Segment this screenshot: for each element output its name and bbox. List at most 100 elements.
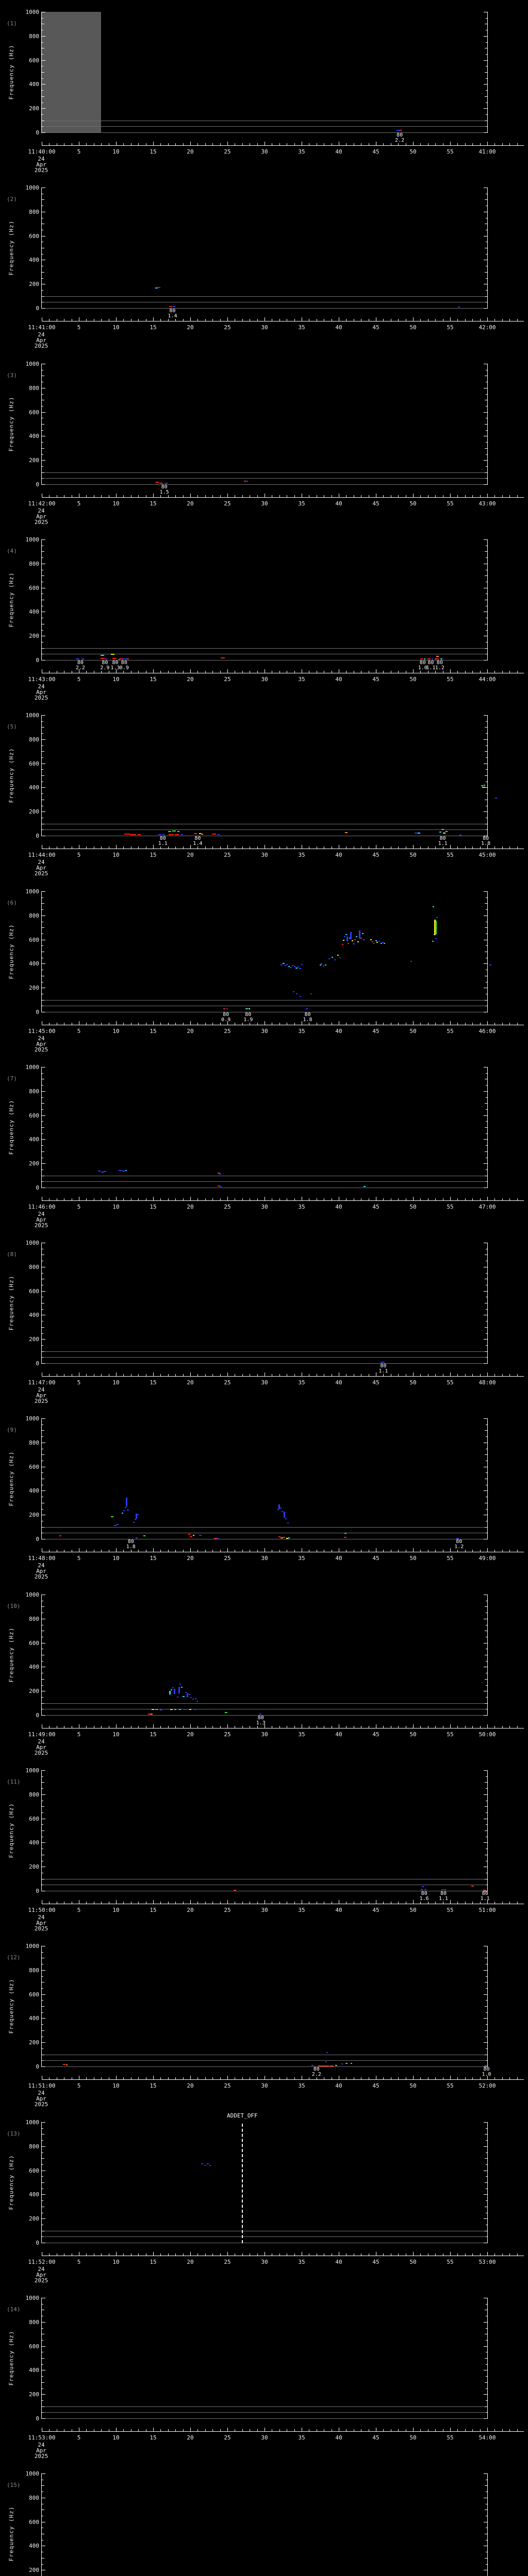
- x-axis-tick-label: 15: [150, 1204, 157, 1210]
- x-axis-tick: [197, 1550, 198, 1552]
- x-axis-tick: [472, 1726, 473, 1728]
- y-axis-tick-label: 400: [29, 608, 39, 615]
- x-axis-tick: [116, 1900, 117, 1904]
- x-axis-tick: [183, 495, 184, 497]
- x-axis-tick: [175, 143, 176, 145]
- detection-annotation-type: 80: [194, 836, 201, 841]
- detection-mark: [117, 1524, 119, 1526]
- x-axis-tick: [123, 1198, 124, 1200]
- detection-mark: [207, 2163, 209, 2165]
- x-axis-tick: [502, 1374, 503, 1376]
- y-axis-left: [41, 1595, 42, 1716]
- y-axis-tick-label: 600: [29, 585, 39, 591]
- x-axis-tick: [435, 1726, 436, 1728]
- detection-mark: [174, 834, 179, 836]
- y-axis-tick-label: 800: [29, 1088, 39, 1095]
- y-axis-title: Frequency (Hz): [8, 44, 15, 100]
- y-axis-tick: [42, 1770, 45, 1771]
- x-axis-tick-label: 40: [335, 500, 342, 507]
- y-axis-tick-label: 1000: [25, 888, 40, 895]
- x-axis-end-time-label: 45:00: [478, 852, 496, 858]
- detection-mark: [151, 1709, 154, 1710]
- x-axis-tick: [450, 1372, 451, 1376]
- x-axis-tick: [294, 2429, 295, 2431]
- x-axis-tick-label: 30: [261, 2082, 268, 2089]
- detection-mark: [218, 1172, 220, 1174]
- x-axis-tick: [212, 495, 213, 497]
- x-axis-tick: [435, 1374, 436, 1376]
- detection-mark: [174, 1709, 176, 1710]
- x-axis-tick-label: 45: [372, 324, 380, 331]
- x-axis-tick: [205, 671, 206, 673]
- x-axis-tick: [257, 1023, 258, 1025]
- y-axis-tick: [486, 769, 487, 770]
- x-axis-tick: [502, 846, 503, 849]
- x-axis-tick: [450, 845, 451, 849]
- x-axis-tick-label: 45: [372, 2082, 380, 2089]
- x-axis-tick: [398, 1198, 399, 1200]
- detection-mark: [65, 2064, 68, 2066]
- x-axis-tick-label: 10: [112, 324, 120, 331]
- x-axis-date-line: 2025: [34, 519, 48, 526]
- x-axis-start-time-label: 11:47:00: [28, 1379, 56, 1386]
- y-axis-tick: [485, 1679, 487, 1680]
- y-axis-tick: [486, 1309, 487, 1310]
- x-axis-tick-label: 55: [447, 324, 454, 331]
- x-axis-tick: [220, 1902, 221, 1904]
- detection-mark: [417, 833, 421, 834]
- x-axis-tick-label: 20: [187, 500, 194, 507]
- x-axis-tick: [183, 2253, 184, 2256]
- x-axis-tick: [183, 1902, 184, 1904]
- x-axis-tick-label: 40: [335, 1028, 342, 1035]
- y-axis-tick-label: 0: [36, 2415, 39, 2422]
- x-axis-tick: [197, 495, 198, 497]
- x-axis-tick: [257, 846, 258, 849]
- x-axis-tick: [227, 669, 228, 673]
- x-axis-tick-label: 55: [447, 1204, 454, 1210]
- detection-annotation: 80 1.4: [168, 309, 177, 319]
- y-axis-left: [41, 1770, 42, 1891]
- detection-mark: [188, 1533, 190, 1535]
- detection-mark: [495, 798, 498, 799]
- panel-index-label: (4): [7, 548, 17, 554]
- x-axis-tick: [138, 319, 139, 321]
- x-axis-tick-label: 55: [447, 148, 454, 155]
- detection-annotation-type: 80: [427, 660, 434, 666]
- x-axis-tick: [450, 2428, 451, 2431]
- y-axis-tick: [42, 2048, 43, 2049]
- x-axis-tick: [509, 143, 510, 145]
- y-axis-left: [41, 1946, 42, 2067]
- y-axis-tick-label: 200: [29, 633, 39, 639]
- y-axis-tick-label: 600: [29, 2519, 39, 2526]
- x-axis-tick: [220, 846, 221, 849]
- x-axis-tick-label: 55: [447, 1379, 454, 1386]
- detection-mark: [350, 932, 352, 940]
- x-axis-tick: [487, 494, 488, 497]
- x-axis-tick-label: 15: [150, 1379, 157, 1386]
- x-axis-tick: [294, 1902, 295, 1904]
- detection-mark: [134, 1519, 136, 1520]
- detection-annotation-score: 1.8: [481, 841, 491, 846]
- y-axis-tick-label: 200: [29, 1336, 39, 1343]
- y-axis-tick: [42, 2400, 43, 2401]
- detection-mark: [179, 1683, 182, 1685]
- y-axis-tick-label: 400: [29, 81, 39, 88]
- y-axis-tick: [42, 1454, 44, 1455]
- x-axis-date-line: 24: [38, 859, 45, 866]
- y-axis-tick: [42, 2194, 45, 2195]
- y-axis-tick: [485, 424, 487, 425]
- y-axis-tick-label: 0: [36, 129, 39, 136]
- y-axis-tick-label: 600: [29, 760, 39, 767]
- y-axis-right: [487, 1418, 488, 1539]
- y-axis-tick: [42, 1952, 43, 1953]
- x-axis-tick: [123, 143, 124, 145]
- panel-index-label: (13): [7, 2130, 21, 2137]
- x-axis-tick: [212, 2429, 213, 2431]
- y-axis-tick-label: 800: [29, 2495, 39, 2501]
- x-axis-tick: [517, 1902, 518, 1904]
- x-axis-tick: [509, 319, 510, 321]
- x-axis-tick: [435, 1902, 436, 1904]
- x-axis-tick: [450, 1197, 451, 1200]
- x-axis-tick: [457, 319, 458, 321]
- frequency-guide-line: [42, 2060, 487, 2061]
